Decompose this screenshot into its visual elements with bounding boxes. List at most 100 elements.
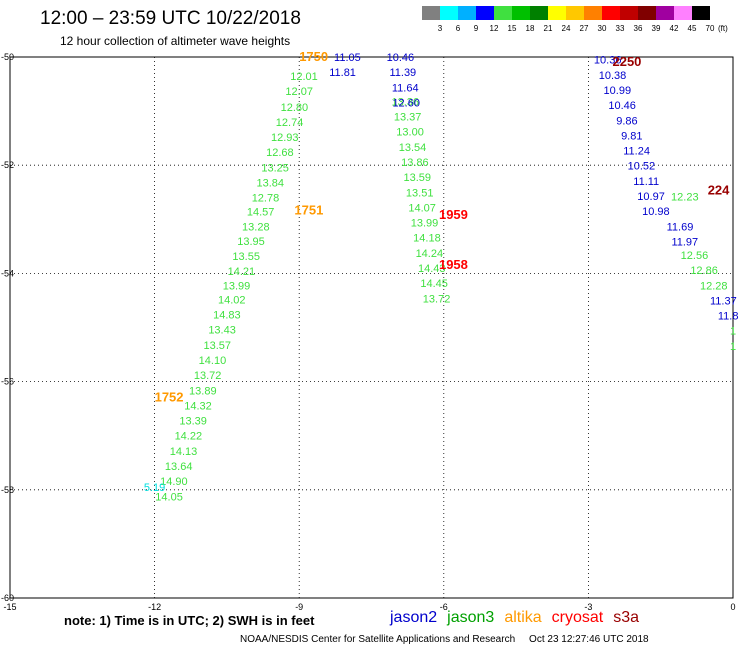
scale-label: 33 [615,24,625,33]
scale-swatch [566,6,584,20]
wave-height-value: 9.81 [621,130,642,142]
wave-height-value: 13.89 [189,385,217,397]
scale-label: 21 [543,24,553,33]
legend-item: s3a [613,609,640,626]
wave-height-value: 10.36 [594,55,622,67]
wave-height-value: 13.00 [396,127,424,139]
scale-swatch [512,6,530,20]
pass-time-label: 2250 [612,54,641,69]
scale-label: 70 [705,24,715,33]
y-tick-label: -56 [1,377,14,387]
scale-swatch [422,6,440,20]
scale-swatch [530,6,548,20]
page-subtitle: 12 hour collection of altimeter wave hei… [60,34,291,48]
page-title: 12:00 – 23:59 UTC 10/22/2018 [40,8,301,29]
x-tick-label: -12 [148,602,161,612]
wave-height-value: 14.57 [247,207,275,219]
wave-height-value: 12.86 [690,265,718,277]
scale-label: 15 [507,24,517,33]
wave-height-value: 14.90 [160,476,188,488]
scale-label: 18 [525,24,535,33]
wave-height-value: 13.99 [223,280,251,292]
wave-height-value: 13.25 [261,162,289,174]
wave-height-value: 12.23 [671,192,699,204]
wave-height-value: 13.43 [208,325,236,337]
wave-height-value: 10.98 [642,206,670,218]
wave-height-value: 13.51 [406,187,434,199]
y-tick-label: -52 [1,160,14,170]
satellite-legend: jason2 jason3 altika cryosat s3a [390,609,649,627]
wave-height-value: 14.83 [213,310,241,322]
wave-height-value: 14.05 [155,491,183,503]
x-tick-label: -9 [295,602,303,612]
wave-height-value: 12.78 [252,193,280,205]
scale-swatch [458,6,476,20]
note-text: note: 1) Time is in UTC; 2) SWH is in fe… [64,613,315,628]
x-tick-label: -3 [584,602,592,612]
pass-time-label: 224 [708,183,730,198]
pass-time-label: 1750 [299,49,328,64]
scale-swatch [638,6,656,20]
scale-label: 42 [669,24,679,33]
wave-height-value: 14.13 [170,446,198,458]
wave-height-value: 13.64 [165,461,193,473]
y-tick-label: -60 [1,593,14,603]
wave-height-value: 13.99 [411,218,439,230]
wave-height-value: 10.46 [608,100,636,112]
credit-text: NOAA/NESDIS Center for Satellite Applica… [240,634,516,645]
x-tick-label: -6 [440,602,448,612]
y-tick-label: -58 [1,485,14,495]
wave-height-value: 13.37 [394,112,422,124]
credit-line: NOAA/NESDIS Center for Satellite Applica… [240,634,649,645]
wave-height-value: 11.81 [329,67,356,79]
wave-height-value: 5.19 [144,482,165,494]
scale-swatch [476,6,494,20]
timestamp: Oct 23 12:27:46 UTC 2018 [529,634,649,645]
scale-label: 39 [651,24,661,33]
wave-height-value: 14.43 [418,263,446,275]
x-tick-label: 0 [730,602,735,612]
wave-height-value: 12.01 [290,71,318,83]
wave-height-value: 12.60 [392,97,420,109]
scale-label: 27 [579,24,589,33]
wave-height-value: 14.24 [416,248,444,260]
wave-height-value: 13.54 [399,142,427,154]
scale-label: 6 [455,24,461,33]
scale-swatch [584,6,602,20]
wave-height-value: 11.24 [623,146,650,158]
scale-swatch [548,6,566,20]
legend-item: jason3 [447,609,495,626]
scale-swatch [656,6,674,20]
wave-height-value: 14.18 [413,233,441,245]
scale-swatch [620,6,638,20]
x-tick-label: -15 [3,602,16,612]
scale-label: 3 [437,24,443,33]
wave-height-value: 14.21 [228,266,256,278]
scale-label: 45 [687,24,697,33]
scale-label: 24 [561,24,571,33]
legend-item: cryosat [551,609,604,626]
wave-height-value: 13.72 [423,293,451,305]
wave-height-value: 14.10 [199,355,227,367]
wave-height-value: 12.28 [700,280,728,292]
scale-label: 12 [489,24,499,33]
wave-height-value: 12.74 [276,117,304,129]
wave-height-value: 14.22 [175,431,203,443]
wave-height-value: 13.72 [194,370,222,382]
y-tick-label: -50 [1,52,14,62]
scale-swatch [494,6,512,20]
wave-height-value: 11.37 [710,295,737,307]
wave-height-value: 11.8 [718,311,739,323]
wave-height-value: 13.95 [237,236,265,248]
wave-height-value: 1 [730,341,736,353]
wave-height-value: 10.38 [599,70,627,82]
wave-height-value: 14.32 [184,400,212,412]
wave-height-value: 12.93 [271,132,299,144]
wave-height-value: 9.86 [616,115,637,127]
scale-unit: (ft) [718,24,728,33]
scale-label: 36 [633,24,643,33]
wave-height-value: 12.80 [281,102,309,114]
legend-item: jason2 [390,609,438,626]
wave-height-value: 13.28 [242,221,270,233]
